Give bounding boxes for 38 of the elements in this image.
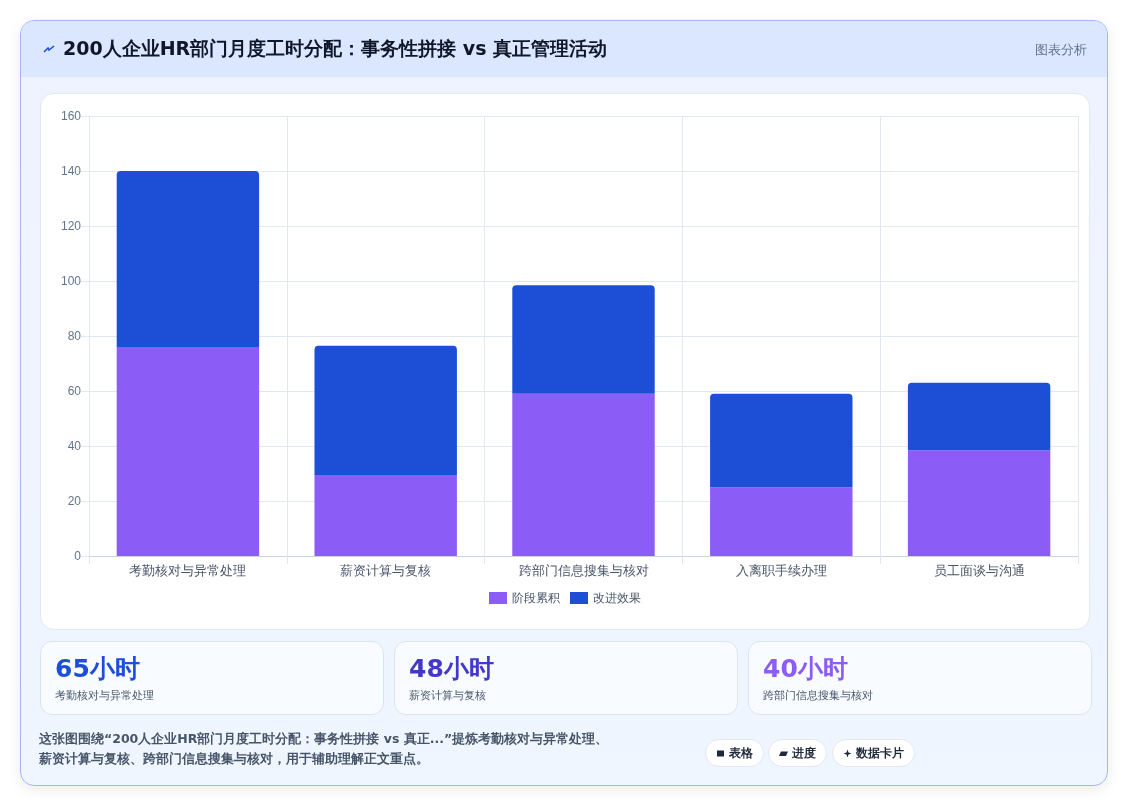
- bar: [116, 347, 260, 556]
- bar: [314, 474, 457, 556]
- text: 图表分析: [1035, 41, 1087, 59]
- text: 48小时: [409, 653, 494, 685]
- y-tick-label: 100: [60, 274, 82, 288]
- y-tick-label: 0: [74, 549, 82, 563]
- y-tick-label: 20: [67, 494, 82, 508]
- x-tick-label: 员工面谈与沟通: [933, 563, 1025, 578]
- x-tick-label: 入离职手续办理: [735, 563, 827, 578]
- text: 考勤核对与异常处理: [55, 688, 154, 703]
- text: 数据卡片: [832, 739, 915, 767]
- bar: [907, 450, 1051, 556]
- bar: [710, 393, 853, 488]
- y-tick-label: 160: [60, 109, 82, 123]
- text: 薪资计算与复核: [409, 688, 486, 703]
- chart-title: 200人企业HR部门月度工时分配：事务性拼接 vs 真正管理活动: [63, 36, 608, 61]
- bar: [512, 285, 655, 394]
- y-tick-label: 80: [67, 329, 82, 343]
- bar: [116, 171, 260, 347]
- legend-label: 改进效果: [593, 591, 641, 605]
- text: 这张图围绕“200人企业HR部门月度工时分配：事务性拼接 vs 真正...”提炼考勤核对与异常处理、薪资计算与复核、跨部门信息搜集与核对，用于辅助理解正文重点。: [39, 730, 609, 768]
- x-tick-label: 薪资计算与复核: [340, 563, 432, 578]
- text: 表格: [705, 739, 764, 767]
- y-tick-label: 40: [67, 439, 82, 453]
- legend-label: 阶段累积: [512, 591, 560, 605]
- bar: [907, 382, 1051, 451]
- y-tick-label: 140: [60, 164, 82, 178]
- text: 65小时: [55, 653, 140, 685]
- x-tick-label: 考勤核对与异常处理: [129, 563, 247, 578]
- y-tick-label: 60: [67, 384, 82, 398]
- text: 40小时: [763, 653, 848, 685]
- text: 跨部门信息搜集与核对: [763, 688, 873, 703]
- y-tick-label: 120: [60, 219, 82, 233]
- bar: [314, 345, 457, 475]
- text: 进度: [768, 739, 827, 767]
- bar: [710, 487, 853, 556]
- x-tick-label: 跨部门信息搜集与核对: [518, 563, 649, 578]
- bar: [512, 393, 655, 556]
